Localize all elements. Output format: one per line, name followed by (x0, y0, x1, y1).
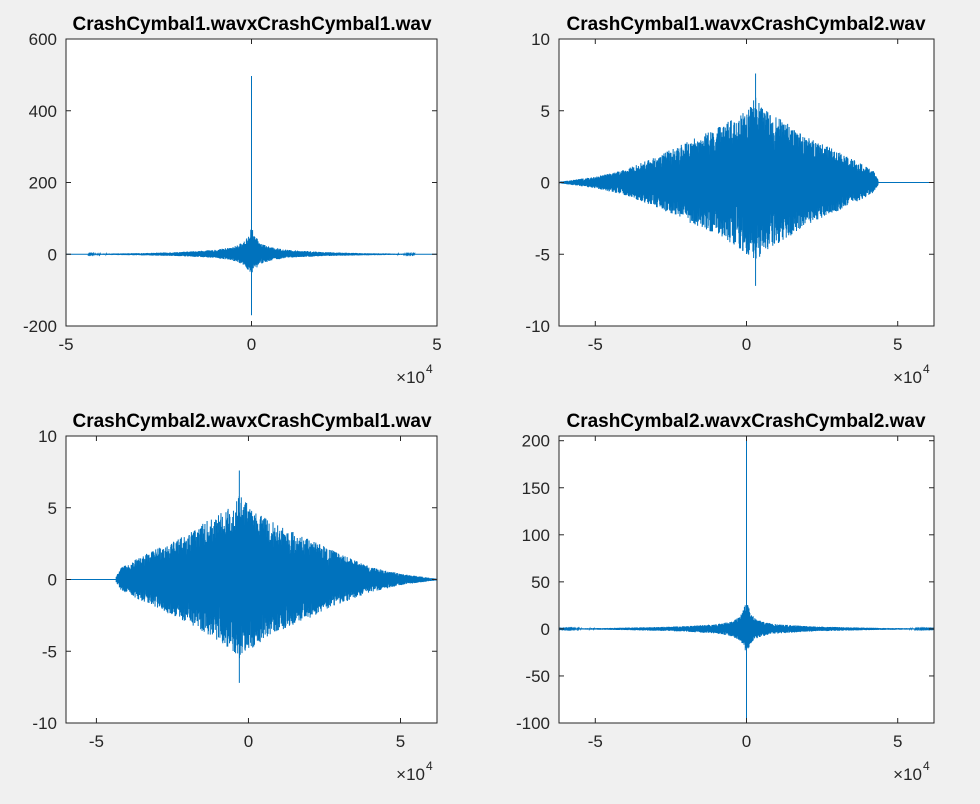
subplot-4-ytick-label: 150 (522, 479, 550, 498)
subplot-4-x-exponent-label: ×10 (893, 765, 922, 784)
subplot-4-ytick-label: -100 (516, 714, 550, 733)
subplot-2-xtick-label: -5 (588, 335, 603, 354)
subplot-2-ytick-label: 5 (541, 102, 550, 121)
subplot-1-x-exponent-sup: 4 (426, 362, 433, 376)
subplot-3-x-exponent-sup: 4 (426, 759, 433, 773)
subplot-1-ytick-label: 200 (29, 174, 57, 193)
subplot-1-xtick-label: 0 (247, 335, 256, 354)
subplot-4-ytick-label: 0 (541, 620, 550, 639)
subplot-2-x-exponent-sup: 4 (923, 362, 930, 376)
subplot-2-xtick-label: 0 (742, 335, 751, 354)
subplot-2-x-exponent-label: ×10 (893, 368, 922, 387)
subplot-2-xtick-label: 5 (893, 335, 902, 354)
subplot-3-x-exponent-label: ×10 (396, 765, 425, 784)
subplot-2-ytick-label: -10 (525, 317, 550, 336)
subplot-3-title: CrashCymbal2.wavxCrashCymbal1.wav (72, 411, 431, 432)
subplot-4-signal-line (559, 436, 934, 723)
subplot-3-ytick-label: -5 (42, 642, 57, 661)
subplot-3-ytick-label: 0 (48, 571, 57, 590)
subplot-2-ytick-label: 10 (531, 30, 550, 49)
subplot-4-title: CrashCymbal2.wavxCrashCymbal2.wav (566, 411, 925, 432)
subplot-4-ytick-label: 200 (522, 432, 550, 451)
subplot-1-ytick-label: 600 (29, 30, 57, 49)
subplot-3-ytick-label: -10 (32, 714, 57, 733)
subplot-1-ytick-label: 0 (48, 245, 57, 264)
subplot-3-signal-line (66, 470, 437, 683)
subplot-2-ytick-label: -5 (535, 245, 550, 264)
subplot-4-xtick-label: -5 (588, 732, 603, 751)
subplot-4-xtick-label: 5 (893, 732, 902, 751)
subplot-1-x-exponent-label: ×10 (396, 368, 425, 387)
subplot-1-signal-line (66, 75, 437, 316)
subplot-1-ytick-label: 400 (29, 102, 57, 121)
subplot-4-x-exponent-sup: 4 (923, 759, 930, 773)
subplot-3-xtick-label: -5 (89, 732, 104, 751)
subplot-3-ytick-label: 10 (38, 427, 57, 446)
subplot-4-ytick-label: 100 (522, 526, 550, 545)
subplot-3-xtick-label: 0 (244, 732, 253, 751)
subplot-4-ytick-label: -50 (525, 667, 550, 686)
subplot-1-ytick-label: -200 (23, 317, 57, 336)
subplot-4-xtick-label: 0 (742, 732, 751, 751)
subplot-1: -5 0 5 -200 0 200 400 600 ×10 4 CrashCymbal1.wavxC… (23, 14, 442, 387)
subplot-2: -5 0 5 -10 -5 0 5 10 ×10 4 CrashCymbal1.wavxCrashC… (525, 14, 935, 387)
subplot-3-ytick-label: 5 (48, 499, 57, 518)
subplot-2-title: CrashCymbal1.wavxCrashCymbal2.wav (566, 14, 925, 35)
subplot-3-xtick-label: 5 (396, 732, 405, 751)
subplot-2-signal-line (559, 73, 934, 286)
subplot-1-title: CrashCymbal1.wavxCrashCymbal1.wav (72, 14, 431, 35)
subplot-1-xtick-label: 5 (432, 335, 441, 354)
subplot-1-xtick-label: -5 (58, 335, 73, 354)
subplot-3: -5 0 5 -10 -5 0 5 10 ×10 4 CrashCymbal2.wavxCrashC… (32, 411, 438, 784)
subplot-4-ytick-label: 50 (531, 573, 550, 592)
subplot-2-ytick-label: 0 (541, 174, 550, 193)
